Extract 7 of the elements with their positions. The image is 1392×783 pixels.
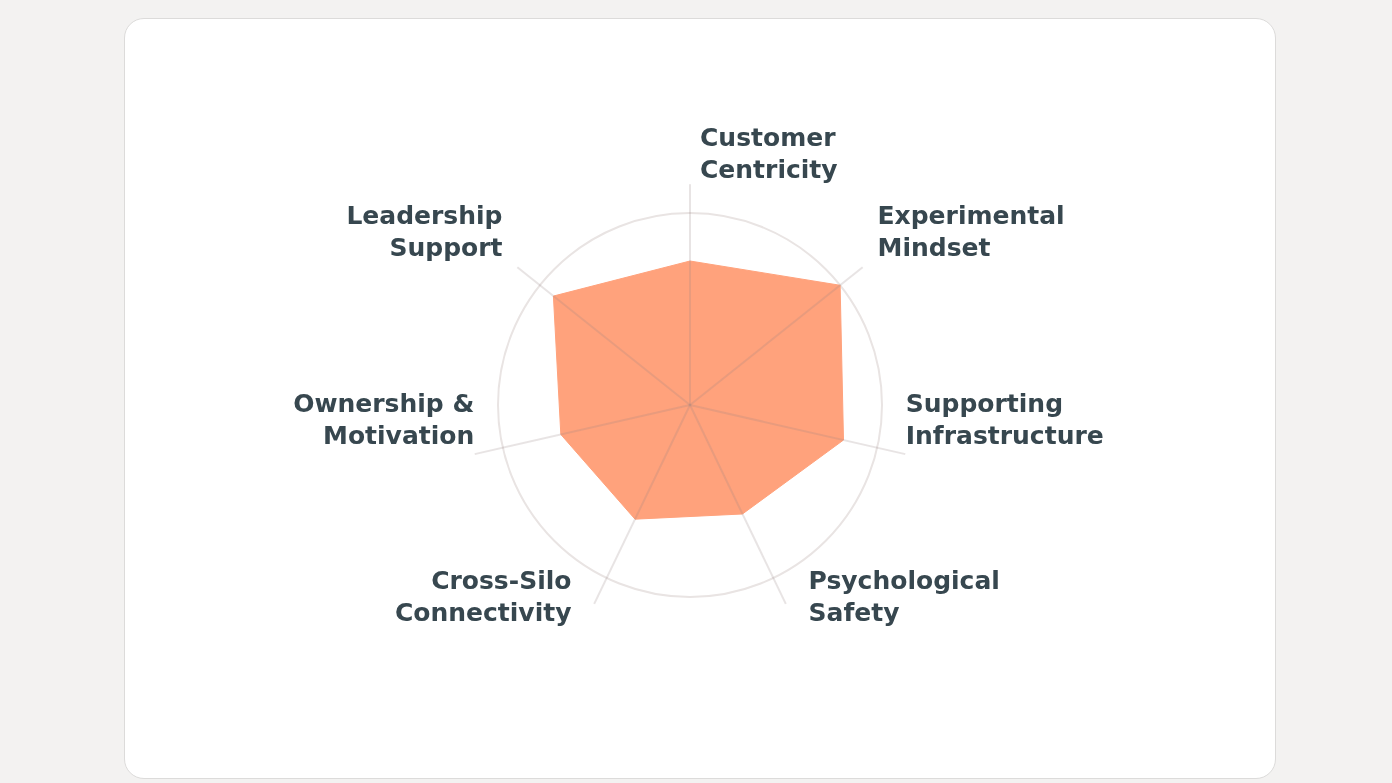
- spoke-label: Customer Centricity: [700, 123, 838, 185]
- spoke-label: Psychological Safety: [808, 565, 1000, 627]
- spoke-label: Experimental Mindset: [877, 201, 1065, 263]
- spoke-label: Cross-Silo Connectivity: [394, 565, 572, 627]
- spoke-label: Supporting Infrastructure: [905, 388, 1104, 450]
- spoke-label: Ownership & Motivation: [293, 388, 475, 450]
- spoke-label: Leadership Support: [346, 201, 503, 263]
